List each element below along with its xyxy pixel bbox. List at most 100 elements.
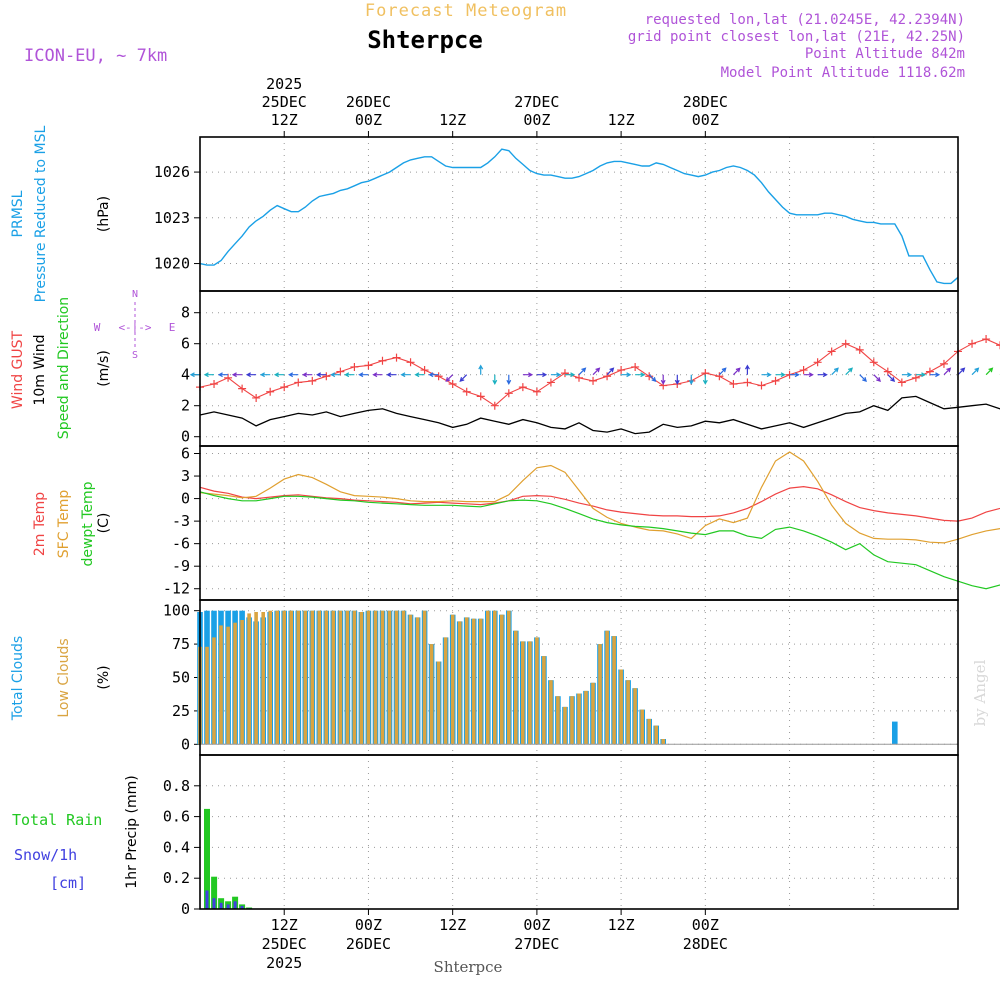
low-clouds-bar — [429, 644, 434, 745]
model-label: ICON-EU, ~ 7km — [24, 46, 167, 66]
low-clouds-bar — [591, 682, 595, 745]
panel-temperature: 6 3 0 -3 -6 -9 -12 (C) 2m Temp SFC Temp dewpt Temp… — [32, 445, 1000, 600]
top-time-label: 12Z — [271, 111, 298, 129]
top-time-label: 00Z — [692, 111, 719, 129]
wind-gust-marker — [476, 392, 485, 401]
top-time-label: 27DEC — [514, 93, 559, 111]
top-time-label: 00Z — [523, 111, 550, 129]
compass-west: W — [94, 321, 101, 334]
wind-gust-line — [199, 338, 1000, 407]
wind-gust-marker — [968, 339, 977, 348]
wind-direction-arrow — [189, 372, 200, 378]
wind-gust-marker — [560, 369, 569, 378]
snow-bar — [226, 904, 230, 909]
bottom-time-label: 28DEC — [683, 935, 728, 953]
wind-direction-arrow — [887, 374, 896, 382]
wind-gust-marker — [448, 380, 457, 388]
wind-direction-arrow — [688, 374, 694, 385]
total-clouds-bar — [892, 721, 898, 745]
low-clouds-bar — [436, 661, 441, 745]
wind-direction-arrow — [648, 374, 657, 383]
wind-direction-arrow — [859, 374, 867, 383]
wind-direction-arrow — [789, 372, 800, 378]
wind-direction-arrow — [817, 372, 828, 378]
wind-direction-arrow — [565, 372, 576, 378]
low-clouds-bar — [380, 610, 385, 745]
low-clouds-bar — [478, 618, 483, 745]
wind-gust-marker — [546, 378, 555, 387]
low-clouds-bar — [549, 680, 553, 745]
temp-2m-label: 2m Temp — [32, 492, 48, 556]
wind-gust-marker — [771, 376, 780, 385]
wind-direction-arrow — [761, 372, 772, 378]
low-clouds-bar — [359, 612, 364, 745]
wind-direction-arrow — [414, 372, 425, 378]
panel-frame — [199, 136, 959, 292]
wind-direction-arrow — [635, 372, 646, 378]
ytick-label: 100 — [163, 602, 190, 620]
wind-10m-label: 10m Wind — [32, 334, 48, 405]
ytick-label: 1026 — [154, 163, 190, 181]
wind-direction-arrow — [259, 372, 271, 378]
low-clouds-bar — [303, 610, 308, 745]
low-clouds-bar — [507, 610, 511, 745]
wind-direction-arrow — [288, 372, 299, 378]
panel-wind: 0 2 4 6 8 (m/s) Wind GUST 10m Wind Speed and Dir… — [10, 289, 1000, 446]
wind-gust-marker — [911, 373, 920, 382]
low-clouds-bar — [514, 630, 518, 745]
wind-10m-line — [199, 395, 1000, 435]
wind-gust-marker — [589, 376, 598, 385]
ytick-label: 0 — [181, 900, 190, 918]
y-axis-unit-label: (m/s) — [96, 350, 112, 387]
low-clouds-bar — [521, 641, 525, 745]
watermark: by Angel — [971, 659, 989, 726]
wind-gust-marker — [308, 376, 317, 385]
bottom-time-label: 00Z — [523, 916, 550, 934]
wind-gust-marker — [939, 359, 948, 368]
wind-gust-marker — [252, 393, 261, 402]
low-clouds-bar — [289, 610, 293, 745]
low-clouds-bar — [584, 690, 588, 745]
wind-gust-marker — [462, 387, 471, 396]
wind-direction-arrow — [845, 367, 854, 376]
low-clouds-bar — [345, 610, 350, 745]
wind-gust-marker — [322, 372, 331, 381]
bottom-time-label: 12Z — [608, 916, 635, 934]
low-clouds-bar — [275, 610, 279, 745]
wind-direction-arrow — [873, 374, 881, 383]
wind-direction-arrow — [506, 374, 512, 385]
ytick-label: 0 — [181, 735, 190, 753]
low-clouds-bar — [450, 614, 455, 745]
low-clouds-bar — [247, 613, 251, 745]
top-time-label: 28DEC — [683, 93, 728, 111]
wind-gust-marker — [350, 362, 359, 371]
wind-direction-arrow — [702, 374, 708, 385]
low-clouds-bar — [563, 706, 567, 745]
low-clouds-bar — [212, 637, 216, 745]
low-clouds-bar — [556, 696, 560, 745]
low-clouds-bar — [233, 622, 237, 745]
wind-gust-marker — [715, 372, 724, 381]
wind-gust-marker — [434, 372, 443, 381]
bottom-time-label: 00Z — [692, 916, 719, 934]
ytick-label: -9 — [172, 557, 190, 575]
wind-gust-marker — [294, 378, 303, 387]
low-clouds-bar — [577, 693, 581, 745]
model-altitude: Model Point Altitude 1118.62m — [721, 65, 965, 81]
temp-dewpt-label: dewpt Temp — [80, 481, 96, 566]
low-clouds-bar — [570, 696, 574, 745]
y-axis-unit-label: 1hr Precip (mm) — [124, 775, 140, 888]
top-time-label: 12Z — [439, 111, 466, 129]
panel-frame — [199, 445, 959, 601]
y-axis-unit-label: (C) — [96, 513, 112, 534]
ytick-label: 3 — [181, 467, 190, 485]
snow-unit-label: [cm] — [50, 874, 86, 892]
wind-gust-marker — [883, 367, 892, 376]
wind-direction-arrow — [316, 372, 327, 378]
wind-direction-arrow — [245, 372, 257, 378]
bottom-time-label: 12Z — [271, 916, 298, 934]
total-rain-label: Total Rain — [12, 811, 102, 829]
low-clouds-bar — [408, 614, 413, 745]
ytick-label: -12 — [163, 580, 190, 598]
bottom-time-label: 00Z — [355, 916, 382, 934]
